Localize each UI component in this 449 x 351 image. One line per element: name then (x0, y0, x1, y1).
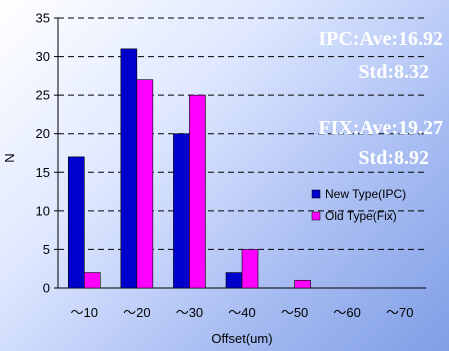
x-tick-label-4: ～50 (281, 305, 308, 320)
y-tick-label-20: 20 (36, 126, 50, 141)
x-tick-label-5: ～60 (333, 305, 360, 320)
x-tick-label-3: ～40 (228, 305, 255, 320)
legend-swatch-ipc (311, 189, 321, 199)
annotation-fix-std: Std:8.92 (358, 147, 429, 169)
y-tick-label-30: 30 (36, 49, 50, 64)
bar-series0-cat0 (67, 156, 85, 289)
bar-series1-cat2 (189, 94, 206, 289)
annotation-ipc-std: Std:8.32 (358, 61, 429, 83)
bar-series0-cat3 (225, 272, 243, 289)
y-tick-label-35: 35 (36, 11, 50, 26)
y-tick-label-5: 5 (43, 242, 50, 257)
bar-series1-cat3 (241, 249, 259, 289)
y-tick-label-10: 10 (36, 203, 50, 218)
x-tick-labels: ～10 ～20 ～30 ～40 ～50 ～60 ～70 (71, 305, 414, 320)
x-axis-title: Offset(um) (211, 331, 272, 346)
y-tick-label-25: 25 (36, 88, 50, 103)
legend-label-ipc: New Type(IPC) (325, 187, 406, 201)
x-tick-label-1: ～20 (123, 305, 150, 320)
y-tick-labels: 0 5 10 15 20 25 30 35 (36, 11, 58, 296)
bar-series0-cat2 (173, 133, 190, 289)
legend: New Type(IPC) Old Type(Fix) (311, 187, 406, 223)
bar-series1-cat4 (294, 279, 311, 289)
y-tick-label-15: 15 (36, 165, 50, 180)
bar-series0-cat1 (120, 48, 138, 289)
annotation-ipc-ave: IPC:Ave:16.92 (318, 28, 443, 50)
y-tick-label-0: 0 (43, 281, 50, 296)
y-axis-title: N (2, 153, 17, 162)
x-tick-label-2: ～30 (176, 305, 203, 320)
bar-series1-cat1 (136, 79, 154, 289)
x-tick-label-6: ～70 (386, 305, 413, 320)
legend-swatch-fix (311, 211, 321, 221)
bar-series1-cat0 (83, 272, 101, 289)
legend-label-fix: Old Type(Fix) (325, 209, 397, 223)
x-tick-label-0: ～10 (71, 305, 98, 320)
bars (67, 48, 311, 289)
annotation-fix-ave: FIX:Ave:19.27 (318, 117, 443, 139)
